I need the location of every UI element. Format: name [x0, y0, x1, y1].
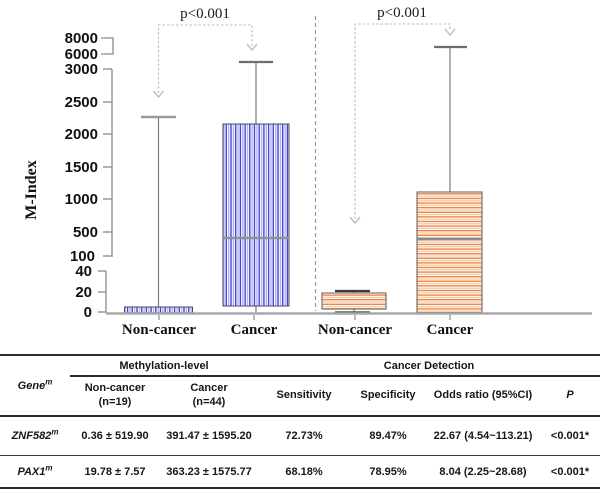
cell-p: <0.001* [550, 465, 590, 478]
boxplot-chart: 8000 6000 3000 2500 2000 1500 1000 500 1… [23, 5, 592, 338]
gene-name-sup: m [51, 427, 59, 437]
cell-gene: PAX1m [0, 456, 70, 489]
significance-bracket-left [157, 24, 253, 93]
noncancer-header-line1: Non-cancer [84, 382, 146, 395]
ytick-6000: 6000 [65, 46, 98, 63]
cell-noncancer: 0.36 ± 519.90 [70, 416, 160, 456]
y-axis-title: M-Index [23, 160, 40, 220]
cell-p: <0.001* [540, 416, 600, 456]
cell-noncancer: 19.78 ± 7.57 [84, 465, 146, 478]
col-header-sensitivity: Sensitivity [258, 376, 350, 417]
gene-name-sup: m [45, 462, 53, 472]
pvalue-label-right: p<0.001 [377, 5, 427, 21]
cell-cancer: 391.47 ± 1595.20 [160, 416, 258, 456]
cell-specificity: 78.95% [369, 465, 407, 478]
gene-header-text: Gene [17, 379, 46, 392]
pvalue-label-left: p<0.001 [180, 6, 230, 22]
gene-name-text: PAX1 [17, 465, 46, 478]
xlabel-noncancer-right: Non-cancer [318, 322, 392, 338]
stats-table-wrap: Genem Methylation-level Cancer Detection… [0, 354, 600, 489]
cell-sensitivity: 72.73% [258, 416, 350, 456]
ytick-100: 100 [70, 248, 95, 265]
box-pax1-noncancer [321, 289, 387, 314]
xlabel-cancer-left: Cancer [231, 322, 278, 338]
y-tick-labels: 8000 6000 3000 2500 2000 1500 1000 500 1… [65, 30, 98, 321]
cell-cancer: 363.23 ± 1575.77 [166, 465, 252, 478]
col-header-cancer: Cancer (n=44) [160, 376, 258, 417]
cancer-header-line2: (n=44) [192, 396, 226, 408]
significance-bracket-right [354, 23, 451, 219]
bracket-arrowheads-left [153, 43, 258, 99]
table-row-znf582: ZNF582m 0.36 ± 519.90 391.47 ± 1595.20 7… [0, 416, 600, 456]
cell-specificity: 89.47% [350, 416, 426, 456]
ytick-2500: 2500 [65, 94, 98, 111]
stats-table: Genem Methylation-level Cancer Detection… [0, 354, 600, 489]
col-header-noncancer: Non-cancer (n=19) [70, 376, 160, 417]
ytick-0: 0 [84, 304, 92, 321]
cell-sensitivity: 68.18% [285, 465, 323, 478]
x-category-labels: Non-cancer Cancer Non-cancer Cancer [122, 322, 474, 338]
group-header-methylation: Methylation-level [70, 355, 258, 377]
cell-odds: 22.67 (4.54~113.21) [426, 416, 540, 456]
noncancer-header-line2: (n=19) [98, 396, 132, 408]
col-header-gene: Genem [0, 355, 70, 417]
box-znf582-noncancer [124, 115, 193, 314]
group-header-detection: Cancer Detection [258, 355, 600, 377]
cell-odds: 8.04 (2.25~28.68) [439, 465, 527, 478]
box-znf582-cancer [222, 60, 290, 313]
ytick-8000: 8000 [65, 30, 98, 47]
cancer-header-line1: Cancer [190, 382, 228, 395]
ytick-1500: 1500 [65, 159, 98, 176]
col-header-odds: Odds ratio (95%CI) [426, 376, 540, 417]
y-axis-break-top-segment [101, 37, 114, 55]
y-axis [98, 37, 114, 313]
table-row-pax1: PAX1m 19.78 ± 7.57 363.23 ± 1575.77 68.1… [0, 456, 600, 489]
col-header-p: P [540, 376, 600, 417]
box-pax1-cancer [416, 45, 483, 313]
cell-gene: ZNF582m [0, 416, 70, 456]
col-header-specificity: Specificity [350, 376, 426, 417]
ytick-40: 40 [75, 263, 92, 280]
ytick-20: 20 [75, 284, 92, 301]
ytick-500: 500 [73, 224, 98, 241]
x-axis-ticks [158, 315, 451, 320]
ytick-1000: 1000 [65, 191, 98, 208]
boxplot-svg: 8000 6000 3000 2500 2000 1500 1000 500 1… [23, 5, 592, 338]
xlabel-noncancer-left: Non-cancer [122, 322, 196, 338]
gene-name-text: ZNF582 [11, 430, 52, 442]
xlabel-cancer-right: Cancer [427, 322, 474, 338]
ytick-3000: 3000 [65, 61, 98, 78]
bracket-arrowheads-right [349, 28, 456, 225]
gene-header-sup: m [45, 376, 53, 386]
ytick-2000: 2000 [65, 126, 98, 143]
